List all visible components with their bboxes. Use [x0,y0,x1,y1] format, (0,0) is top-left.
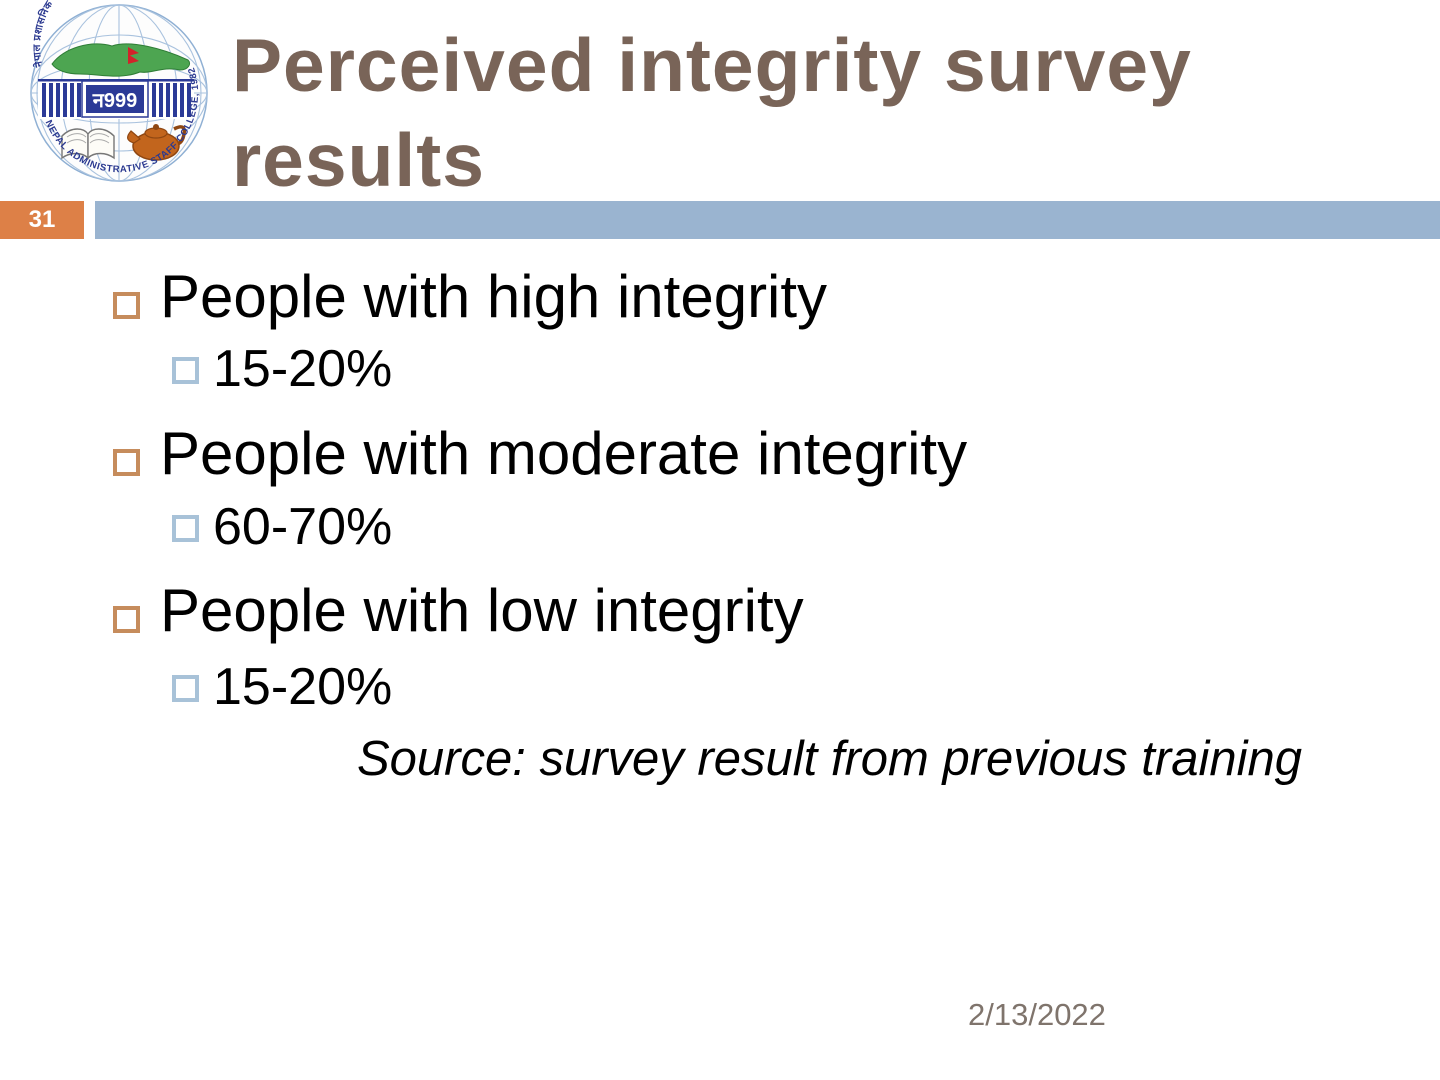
slide-title-line1: Perceived integrity survey [232,23,1192,107]
sub-bullet-high-integrity-value: 15-20% [172,338,392,400]
nepal-map [51,43,191,77]
bullet-item-moderate-integrity: People with moderate integrity [113,419,967,489]
bullet-label: People with high integrity [160,263,828,330]
nepal-flag [128,47,139,64]
college-logo: न999 नेपाल प्रशासनिक प्रशिक्षण प्रतिष्ठा… [30,0,208,182]
bullet-item-low-integrity: People with low integrity [113,576,804,646]
oil-lamp-icon [127,124,187,161]
source-note: Source: survey result from previous trai… [357,732,1302,786]
square-bullet-icon [113,292,140,319]
bullet-label: People with low integrity [160,577,804,644]
slide-title-line2: results [232,118,485,202]
book-icon [61,128,115,160]
square-bullet-icon [172,675,199,702]
slide-title: Perceived integrity survey results [232,18,1262,208]
building-band: न999 [38,79,194,119]
sub-bullet-value: 15-20% [213,658,393,716]
page-number-badge: 31 [0,201,84,239]
logo-monogram: न999 [92,90,137,112]
bullet-label: People with moderate integrity [160,420,968,487]
square-bullet-icon [172,357,199,384]
square-bullet-icon [113,606,140,633]
slide-date: 2/13/2022 [968,997,1106,1032]
sub-bullet-low-integrity-value: 15-20% [172,656,392,718]
page-number: 31 [28,206,56,233]
header-bar [95,201,1440,239]
square-bullet-icon [113,449,140,476]
bullet-item-high-integrity: People with high integrity [113,262,827,332]
square-bullet-icon [172,515,199,542]
sub-bullet-value: 15-20% [213,340,393,398]
sub-bullet-value: 60-70% [213,498,393,556]
sub-bullet-moderate-integrity-value: 60-70% [172,496,392,558]
